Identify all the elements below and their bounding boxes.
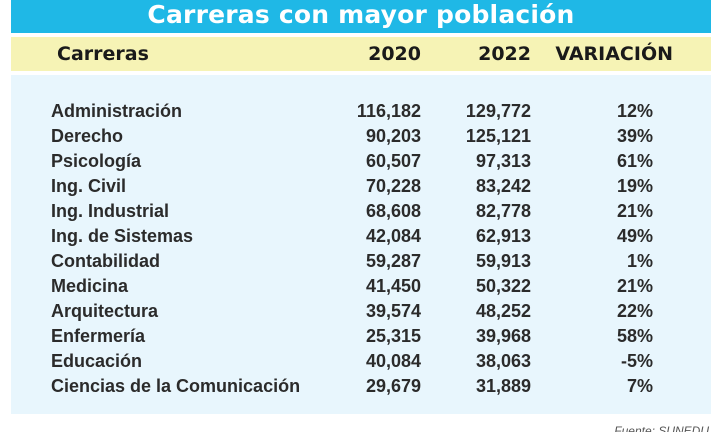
table-row: Ing. de Sistemas 42,084 62,913 49% xyxy=(11,224,711,249)
cell-variacion: 19% xyxy=(616,176,653,196)
cell-variacion: 61% xyxy=(616,151,653,171)
cell-2020: 42,084 xyxy=(365,226,421,246)
cell-2022: 50,322 xyxy=(475,276,531,296)
cell-variacion: 21% xyxy=(616,201,653,221)
table-row: Contabilidad 59,287 59,913 1% xyxy=(11,249,711,274)
cell-2022: 62,913 xyxy=(475,226,531,246)
cell-carrera: Arquitectura xyxy=(51,301,159,321)
cell-2020: 29,679 xyxy=(365,376,421,396)
cell-2020: 68,608 xyxy=(365,201,421,221)
cell-2020: 25,315 xyxy=(365,326,421,346)
table-body: Administración 116,182 129,772 12% Derecho 90… xyxy=(11,75,711,414)
cell-2022: 129,772 xyxy=(465,101,531,121)
table-row: Ing. Civil 70,228 83,242 19% xyxy=(11,174,711,199)
cell-2022: 97,313 xyxy=(475,151,531,171)
cell-2020: 90,203 xyxy=(365,126,421,146)
cell-2022: 82,778 xyxy=(475,201,531,221)
cell-2020: 116,182 xyxy=(356,101,421,121)
cell-variacion: 1% xyxy=(626,251,653,271)
cell-variacion: 7% xyxy=(626,376,653,396)
cell-2022: 31,889 xyxy=(475,376,531,396)
cell-variacion: 21% xyxy=(616,276,653,296)
cell-variacion: -5% xyxy=(620,351,653,371)
cell-2020: 70,228 xyxy=(365,176,421,196)
cell-2020: 40,084 xyxy=(365,351,421,371)
table-row: Ciencias de la Comunicación 29,679 31,889 7… xyxy=(11,374,711,399)
source-note: Fuente: SUNEDU xyxy=(614,424,709,432)
cell-carrera: Contabilidad xyxy=(51,251,160,271)
cell-carrera: Ing. de Sistemas xyxy=(51,226,194,246)
cell-2020: 59,287 xyxy=(365,251,421,271)
cell-carrera: Psicología xyxy=(51,151,142,171)
cell-2022: 83,242 xyxy=(475,176,531,196)
table-row: Administración 116,182 129,772 12% xyxy=(11,99,711,124)
table-row: Derecho 90,203 125,121 39% xyxy=(11,124,711,149)
column-header-2020: 2020 xyxy=(368,43,421,65)
column-header-variacion: VARIACIÓN xyxy=(555,43,673,65)
cell-carrera: Ing. Civil xyxy=(51,176,127,196)
cell-2020: 39,574 xyxy=(365,301,421,321)
cell-2022: 59,913 xyxy=(475,251,531,271)
table-row: Enfermería 25,315 39,968 58% xyxy=(11,324,711,349)
cell-carrera: Ing. Industrial xyxy=(51,201,170,221)
table-row: Ing. Industrial 68,608 82,778 21% xyxy=(11,199,711,224)
cell-variacion: 49% xyxy=(616,226,653,246)
cell-2022: 39,968 xyxy=(475,326,531,346)
cell-variacion: 12% xyxy=(616,101,653,121)
table-row: Educación 40,084 38,063 -5% xyxy=(11,349,711,374)
column-header-2022: 2022 xyxy=(478,43,531,65)
cell-2022: 48,252 xyxy=(475,301,531,321)
table-header: Carreras 2020 2022 VARIACIÓN xyxy=(11,37,711,71)
chart-title: Carreras con mayor población xyxy=(147,0,575,29)
title-bar: Carreras con mayor población xyxy=(11,0,711,33)
cell-variacion: 39% xyxy=(616,126,653,146)
cell-variacion: 58% xyxy=(616,326,653,346)
cell-2022: 38,063 xyxy=(475,351,531,371)
column-header-carreras: Carreras xyxy=(57,43,149,65)
cell-carrera: Derecho xyxy=(51,126,124,146)
cell-carrera: Enfermería xyxy=(51,326,146,346)
cell-2022: 125,121 xyxy=(465,126,531,146)
table-row: Medicina 41,450 50,322 21% xyxy=(11,274,711,299)
cell-carrera: Administración xyxy=(51,101,183,121)
table-row: Arquitectura 39,574 48,252 22% xyxy=(11,299,711,324)
cell-carrera: Medicina xyxy=(51,276,129,296)
table-row: Psicología 60,507 97,313 61% xyxy=(11,149,711,174)
cell-variacion: 22% xyxy=(616,301,653,321)
table-rows: Administración 116,182 129,772 12% Derecho 90… xyxy=(11,99,711,399)
cell-2020: 41,450 xyxy=(365,276,421,296)
cell-carrera: Educación xyxy=(51,351,143,371)
cell-2020: 60,507 xyxy=(365,151,421,171)
cell-carrera: Ciencias de la Comunicación xyxy=(51,376,301,396)
